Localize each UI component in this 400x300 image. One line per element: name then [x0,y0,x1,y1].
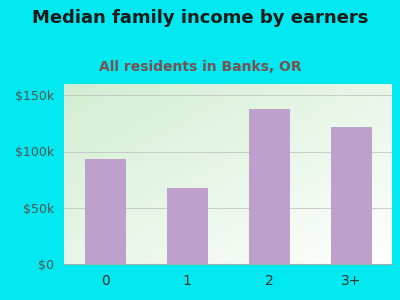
Text: Median family income by earners: Median family income by earners [32,9,368,27]
Bar [84,159,126,264]
Bar [330,127,372,264]
Bar [248,109,290,264]
Text: All residents in Banks, OR: All residents in Banks, OR [99,60,301,74]
Bar [166,188,208,264]
